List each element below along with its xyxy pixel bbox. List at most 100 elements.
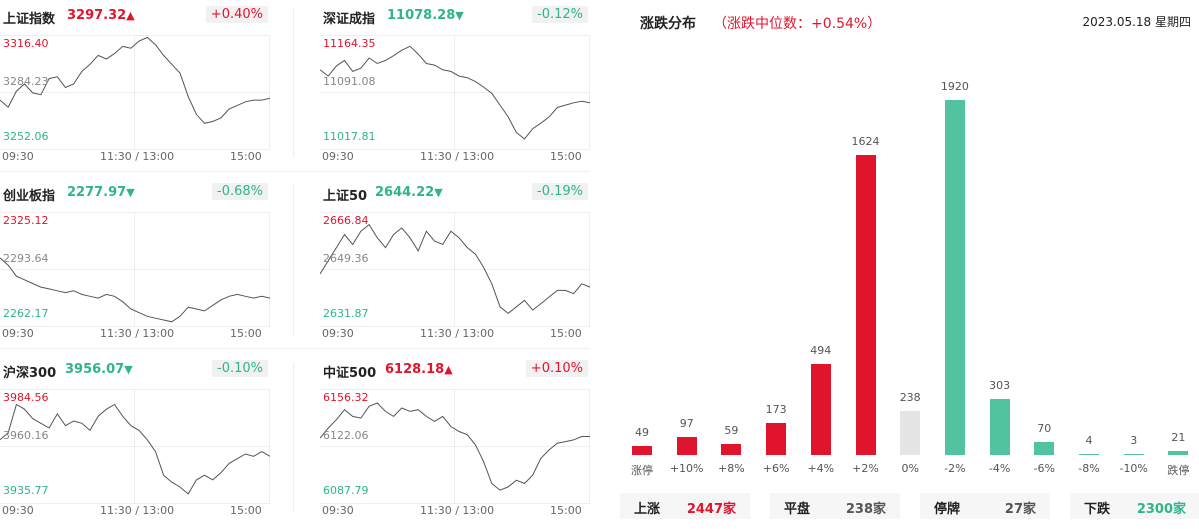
index-value: 3956.07▼ — [65, 362, 133, 377]
index-header: 深证成指 11078.28▼ -0.12% — [320, 0, 590, 27]
price-line — [320, 45, 590, 140]
intraday-chart — [0, 35, 270, 150]
distribution-bar[interactable] — [944, 100, 965, 455]
x-axis-label: 09:30 — [2, 150, 34, 163]
distribution-bar[interactable] — [989, 398, 1010, 455]
x-axis-label: 15:00 — [230, 327, 262, 340]
index-value: 3297.32▲ — [67, 8, 135, 23]
down-arrow-icon: ▼ — [434, 186, 443, 199]
index-header: 创业板指 2277.97▼ -0.68% — [0, 177, 270, 204]
index-value: 11078.28▼ — [387, 8, 464, 23]
up-arrow-icon: ▲ — [444, 363, 453, 376]
summary-label: 平盘 — [784, 502, 811, 517]
y-axis-label: 3252.06 — [3, 130, 49, 143]
distribution-bar[interactable] — [1079, 454, 1099, 455]
change-badge: -0.10% — [212, 360, 268, 377]
distribution-bar[interactable] — [766, 423, 787, 455]
bar-value: 4 — [1085, 434, 1093, 447]
y-axis-label: 3935.77 — [3, 484, 49, 497]
index-header: 沪深300 3956.07▼ -0.10% — [0, 354, 270, 381]
summary-label: 上涨 — [634, 502, 661, 517]
summary-value: 2447家 — [686, 502, 736, 517]
summary-label: 下跌 — [1084, 502, 1111, 517]
bar-category: -4% — [988, 462, 1011, 475]
y-axis-label: 2649.36 — [323, 252, 369, 265]
distribution-bar[interactable] — [632, 445, 652, 455]
x-axis-label: 15:00 — [230, 504, 262, 517]
y-axis-label: 6122.06 — [323, 429, 369, 442]
change-badge: -0.19% — [532, 183, 588, 200]
x-axis-label: 11:30 / 13:00 — [420, 504, 495, 517]
y-axis-label: 2293.64 — [3, 252, 49, 265]
index-name: 中证500 — [323, 366, 377, 381]
index-name: 沪深300 — [3, 366, 57, 381]
y-axis-label: 2666.84 — [323, 214, 369, 227]
price-line — [320, 402, 590, 491]
distribution-bar[interactable] — [676, 437, 697, 455]
summary-value: 27家 — [1004, 502, 1036, 517]
bar-category: 跌停 — [1167, 464, 1190, 477]
summary-value: 238家 — [845, 502, 886, 517]
index-value-text: 11078.28 — [387, 8, 456, 23]
change-badge: -0.12% — [532, 6, 588, 23]
distribution-bar[interactable] — [1123, 454, 1144, 455]
summary-rise: 上涨 2447家 — [620, 493, 750, 519]
y-axis-label: 6087.79 — [323, 484, 369, 497]
bar-value: 173 — [765, 403, 787, 416]
y-axis-label: 3316.40 — [3, 37, 49, 50]
price-line — [320, 223, 590, 315]
bar-value: 303 — [989, 378, 1011, 392]
index-value-text: 6128.18 — [385, 362, 445, 377]
price-line — [0, 403, 270, 495]
price-line — [0, 36, 270, 124]
bar-category: +10% — [669, 462, 704, 475]
y-axis-label: 11091.08 — [323, 75, 376, 88]
intraday-chart — [320, 35, 590, 150]
bar-value: 21 — [1171, 431, 1186, 445]
distribution-bar[interactable] — [900, 410, 921, 455]
median-change: （涨跌中位数：+0.54%） — [713, 16, 882, 32]
bar-value: 59 — [724, 424, 739, 438]
x-axis-label: 15:00 — [550, 504, 582, 517]
summary-fall: 下跌 2300家 — [1070, 493, 1199, 519]
index-panel[interactable]: 深证成指 11078.28▼ -0.12% 11164.35 11091.08 11017… — [320, 0, 590, 175]
x-axis-label: 09:30 — [322, 150, 354, 163]
distribution-bar[interactable] — [810, 363, 831, 455]
y-axis-label: 2262.17 — [3, 307, 49, 320]
index-name: 上证指数 — [3, 12, 56, 27]
index-value-text: 3956.07 — [65, 362, 125, 377]
summary-label: 停牌 — [934, 502, 961, 517]
distribution-bar[interactable] — [721, 444, 742, 455]
change-badge: +0.40% — [205, 6, 268, 23]
y-axis-label: 6156.32 — [323, 391, 369, 404]
summary-value: 2300家 — [1136, 502, 1186, 517]
up-arrow-icon: ▲ — [126, 9, 135, 22]
index-panel[interactable]: 上证指数 3297.32▲ +0.40% 3316.40 3284.23 3252.06 0… — [0, 0, 270, 175]
distribution-title: 涨跌分布 — [640, 16, 696, 32]
bar-category: -2% — [944, 462, 966, 475]
distribution-bar[interactable] — [1034, 442, 1055, 455]
index-value: 2644.22▼ — [375, 185, 443, 200]
x-axis-label: 09:30 — [2, 327, 34, 340]
bar-category: +6% — [762, 462, 790, 475]
index-panel[interactable]: 上证50 2644.22▼ -0.19% 2666.84 2649.36 2631.87 0… — [320, 177, 590, 352]
x-axis-label: 11:30 / 13:00 — [420, 327, 495, 340]
bar-value: 1920 — [940, 80, 969, 93]
index-panel[interactable]: 沪深300 3956.07▼ -0.10% 3984.56 3960.16 3935.77… — [0, 354, 270, 529]
index-value: 2277.97▼ — [67, 185, 135, 200]
x-axis-label: 15:00 — [230, 150, 262, 163]
bar-category: -10% — [1119, 462, 1148, 475]
x-axis-label: 09:30 — [322, 504, 354, 517]
intraday-chart — [0, 389, 270, 504]
change-badge: +0.10% — [525, 360, 588, 377]
index-panel[interactable]: 中证500 6128.18▲ +0.10% 6156.32 6122.06 6087.79… — [320, 354, 590, 529]
x-axis-label: 11:30 / 13:00 — [100, 327, 175, 340]
down-arrow-icon: ▼ — [126, 186, 135, 199]
index-panel[interactable]: 创业板指 2277.97▼ -0.68% 2325.12 2293.64 2262.17 0… — [0, 177, 270, 352]
distribution-bar[interactable] — [855, 154, 876, 455]
bar-category: 涨停 — [631, 464, 653, 477]
y-axis-label: 3960.16 — [3, 429, 49, 442]
intraday-chart — [320, 212, 590, 327]
bar-value: 49 — [635, 425, 649, 439]
distribution-bar[interactable] — [1168, 451, 1189, 455]
